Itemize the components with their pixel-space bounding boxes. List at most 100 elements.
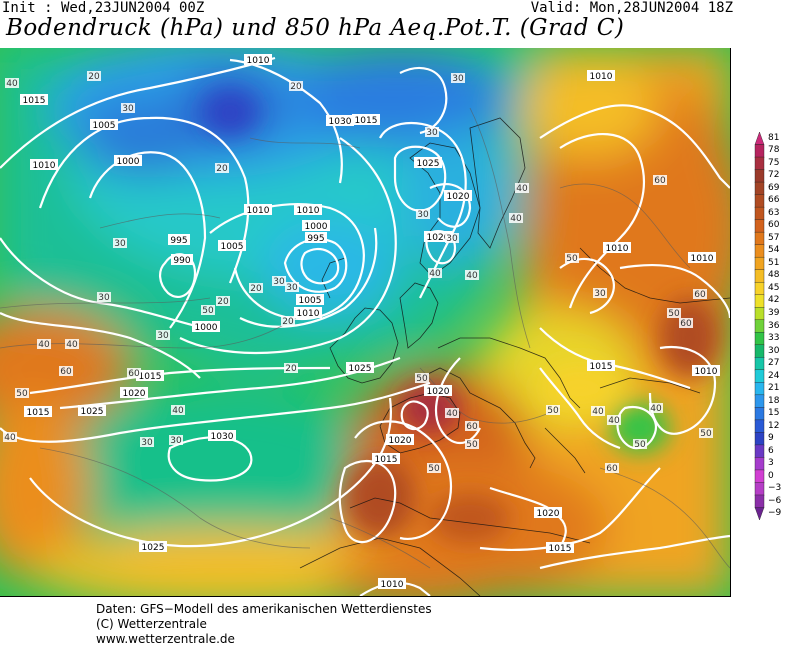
isobar-label: 1020 [534,507,562,519]
isobar-label: 1010 [294,307,322,319]
colorbar-tick-label: 81 [768,132,780,143]
isobar-label: 1015 [352,114,380,126]
svg-text:1025: 1025 [142,543,165,553]
theta-label: 40 [65,339,79,350]
isobar-label: 1010 [688,252,716,264]
theta-label: 30 [121,103,135,114]
colorbar-swatch [754,369,765,384]
colorbar-swatch [754,469,765,484]
svg-text:30: 30 [417,210,429,220]
theta-label: 50 [427,463,441,474]
svg-text:1010: 1010 [381,580,404,590]
svg-text:40: 40 [466,271,478,281]
colorbar-swatch [754,494,765,509]
theta-label: 50 [546,405,560,416]
svg-text:40: 40 [66,340,78,350]
colorbar-tick-label: 66 [768,195,780,206]
svg-text:40: 40 [608,416,620,426]
svg-text:20: 20 [285,364,297,374]
theta-label: 50 [565,253,579,264]
data-source-credit: Daten: GFS−Modell des amerikanischen Wet… [96,602,432,616]
svg-text:30: 30 [157,331,169,341]
theta-label: 60 [679,318,693,329]
colorbar-tick-label: 3 [768,458,774,469]
colorbar-swatch [754,382,765,396]
svg-text:1015: 1015 [27,408,50,418]
isobar-label: 1015 [20,94,48,106]
svg-text:50: 50 [668,309,680,319]
theta-label: 20 [215,163,229,174]
theta-label: 20 [281,316,295,327]
colorbar-tick-label: 12 [768,420,780,431]
theta-label: 40 [3,432,17,443]
colorbar-tick-label: −9 [768,508,782,519]
isobar-label: 1015 [24,406,52,418]
svg-text:1010: 1010 [297,206,320,216]
colorbar-tick-label: −6 [768,495,782,506]
colorbar-tick-label: 48 [768,270,780,281]
svg-text:50: 50 [547,406,559,416]
svg-text:1025: 1025 [81,407,104,417]
isobar-label: 1015 [546,542,574,554]
svg-text:1015: 1015 [375,455,398,465]
colorbar-swatch [754,319,765,333]
svg-text:30: 30 [98,293,110,303]
colorbar-swatch [754,169,765,183]
svg-text:40: 40 [172,406,184,416]
colorbar-swatch [754,219,765,233]
theta-isolines [0,107,730,569]
equivalent-potential-temperature-field [0,48,730,596]
theta-label: 60 [465,421,479,432]
colorbar-swatch [754,144,765,158]
theta-label: 50 [465,439,479,450]
svg-text:60: 60 [128,369,140,379]
isobar-label: 1010 [30,159,58,171]
svg-text:30: 30 [594,289,606,299]
isobar-label: 1010 [244,204,272,216]
colorbar-tick-label: 27 [768,358,780,369]
svg-text:1030: 1030 [211,432,234,442]
svg-text:1010: 1010 [247,206,270,216]
colorbar-tick-label: 69 [768,182,780,193]
svg-text:995: 995 [307,234,324,244]
colorbar-tick-label: 36 [768,320,780,331]
isobar-label: 1005 [218,240,246,252]
svg-text:50: 50 [634,440,646,450]
svg-text:1000: 1000 [195,323,218,333]
svg-text:1020: 1020 [447,192,470,202]
svg-text:1025: 1025 [417,159,440,169]
svg-text:40: 40 [510,214,522,224]
colorbar-swatch [754,344,765,358]
colorbar-tick-label: 21 [768,383,780,394]
theta-label: 50 [15,388,29,399]
theta-label: 30 [593,288,607,299]
svg-text:1000: 1000 [305,222,328,232]
theta-label: 30 [285,282,299,293]
colorbar-tick-label: −3 [768,483,782,494]
colorbar-tick-label: 18 [768,395,780,406]
theta-label: 30 [272,276,286,287]
isobar-label: 1015 [587,360,615,372]
svg-text:40: 40 [516,184,528,194]
credits: Daten: GFS−Modell des amerikanischen Wet… [96,602,432,647]
svg-text:40: 40 [429,269,441,279]
svg-text:50: 50 [566,254,578,264]
theta-label: 30 [97,292,111,303]
svg-text:1020: 1020 [389,436,412,446]
isobar-label: 995 [168,234,190,246]
colorbar-swatch [754,419,765,434]
colorbar-swatch [754,444,765,459]
svg-text:1010: 1010 [590,72,613,82]
svg-text:50: 50 [700,429,712,439]
colorbar-swatch [754,269,765,283]
svg-text:40: 40 [4,433,16,443]
isobar-label: 1015 [372,453,400,465]
svg-text:30: 30 [452,74,464,84]
svg-text:50: 50 [202,306,214,316]
colorbar-swatch [754,482,765,496]
theta-label: 60 [59,366,73,377]
colorbar-swatch [754,294,765,308]
svg-text:1005: 1005 [221,242,244,252]
colorbar-tick-label: 24 [768,370,780,381]
isobar-label: 995 [305,232,327,244]
